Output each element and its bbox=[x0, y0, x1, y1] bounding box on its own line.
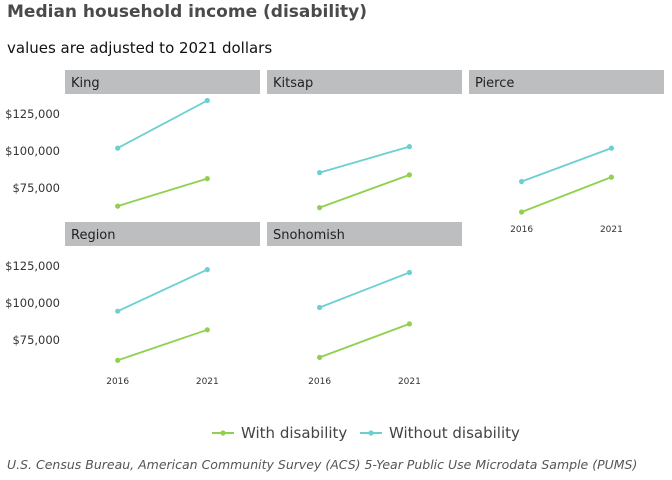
panel-strip-snohomish bbox=[267, 222, 462, 246]
panel-strip-pierce bbox=[469, 70, 664, 94]
data-point-snohomish-without-disability-2021 bbox=[406, 269, 412, 276]
series-line-pierce-with-disability bbox=[521, 176, 612, 213]
series-line-region-without-disability bbox=[117, 268, 208, 313]
panel-region: Region 2016 2021 $75,000 $100,000 $125,000 bbox=[5, 222, 260, 387]
panel-strip-king bbox=[65, 70, 260, 94]
series-line-kitsap-with-disability bbox=[319, 174, 410, 209]
panel-title-pierce: Pierce bbox=[475, 76, 514, 91]
data-point-kitsap-with-disability-2021 bbox=[406, 172, 412, 178]
data-point-king-without-disability-2016 bbox=[115, 145, 121, 151]
data-point-snohomish-with-disability-2021 bbox=[406, 321, 412, 327]
panel-strip-kitsap bbox=[267, 70, 462, 94]
x-tick-label-snohomish-2021: 2021 bbox=[398, 377, 421, 387]
y-tick-label-region-125000: $125,000 bbox=[5, 259, 60, 273]
y-tick-label-king-125000: $125,000 bbox=[5, 107, 60, 121]
series-line-pierce-without-disability bbox=[521, 147, 612, 183]
panel-title-snohomish: Snohomish bbox=[273, 228, 345, 243]
y-tick-label-king-100000: $100,000 bbox=[5, 144, 60, 158]
x-tick-label-pierce-2021: 2021 bbox=[600, 225, 623, 235]
series-line-king-with-disability bbox=[117, 177, 208, 207]
panel-strip-region bbox=[65, 222, 260, 246]
data-point-king-with-disability-2021 bbox=[204, 176, 210, 182]
data-point-pierce-with-disability-2016 bbox=[519, 209, 525, 215]
data-point-king-with-disability-2016 bbox=[115, 203, 121, 209]
x-tick-label-region-2016: 2016 bbox=[106, 377, 129, 387]
y-tick-label-king-75000: $75,000 bbox=[12, 181, 60, 195]
chart-caption: U.S. Census Bureau, American Community S… bbox=[7, 457, 638, 472]
data-point-region-without-disability-2016 bbox=[115, 308, 121, 314]
data-point-snohomish-without-disability-2016 bbox=[317, 304, 323, 311]
legend-label-without-disability: Without disability bbox=[389, 424, 520, 442]
data-point-snohomish-with-disability-2016 bbox=[317, 354, 323, 360]
chart-subtitle: values are adjusted to 2021 dollars bbox=[7, 39, 273, 57]
chart-title: Median household income (disability) bbox=[7, 2, 367, 22]
panel-snohomish: Snohomish 2016 2021 bbox=[267, 222, 462, 387]
x-tick-label-snohomish-2016: 2016 bbox=[308, 377, 331, 387]
data-point-pierce-without-disability-2021 bbox=[608, 145, 615, 151]
legend-label-with-disability: With disability bbox=[241, 424, 348, 442]
series-line-snohomish-with-disability bbox=[319, 323, 410, 359]
data-point-pierce-with-disability-2021 bbox=[608, 174, 615, 180]
y-tick-label-region-100000: $100,000 bbox=[5, 296, 60, 310]
legend-swatch-without-disability bbox=[360, 430, 382, 436]
legend: With disability Without disability bbox=[0, 423, 672, 445]
x-tick-label-region-2021: 2021 bbox=[196, 377, 219, 387]
data-point-king-without-disability-2021 bbox=[204, 97, 210, 104]
series-line-snohomish-without-disability bbox=[319, 271, 410, 309]
x-tick-label-pierce-2016: 2016 bbox=[510, 225, 533, 235]
y-tick-label-region-75000: $75,000 bbox=[12, 333, 60, 347]
panel-kitsap: Kitsap bbox=[267, 70, 462, 211]
faceted-line-chart: King $75,000 $100,000 $125,000 Kitsap Pierce 2… bbox=[5, 70, 664, 387]
data-point-kitsap-with-disability-2016 bbox=[317, 205, 323, 211]
series-line-region-with-disability bbox=[117, 328, 208, 362]
panel-king: King $75,000 $100,000 $125,000 bbox=[5, 70, 260, 209]
data-point-region-with-disability-2016 bbox=[115, 357, 121, 363]
legend-item-with-disability: With disability bbox=[211, 423, 347, 443]
panel-title-kitsap: Kitsap bbox=[273, 76, 313, 91]
data-point-kitsap-without-disability-2016 bbox=[317, 170, 323, 176]
data-point-kitsap-without-disability-2021 bbox=[406, 144, 412, 150]
panel-pierce: Pierce 2016 2021 bbox=[469, 70, 664, 235]
panel-title-king: King bbox=[71, 76, 100, 91]
series-line-kitsap-without-disability bbox=[319, 145, 410, 174]
series-line-king-without-disability bbox=[117, 99, 208, 149]
data-point-region-with-disability-2021 bbox=[204, 327, 210, 333]
legend-swatch-with-disability bbox=[212, 430, 234, 436]
panel-title-region: Region bbox=[71, 228, 116, 243]
legend-item-without-disability: Without disability bbox=[359, 423, 520, 443]
data-point-pierce-without-disability-2016 bbox=[519, 178, 525, 185]
data-point-region-without-disability-2021 bbox=[204, 267, 210, 273]
